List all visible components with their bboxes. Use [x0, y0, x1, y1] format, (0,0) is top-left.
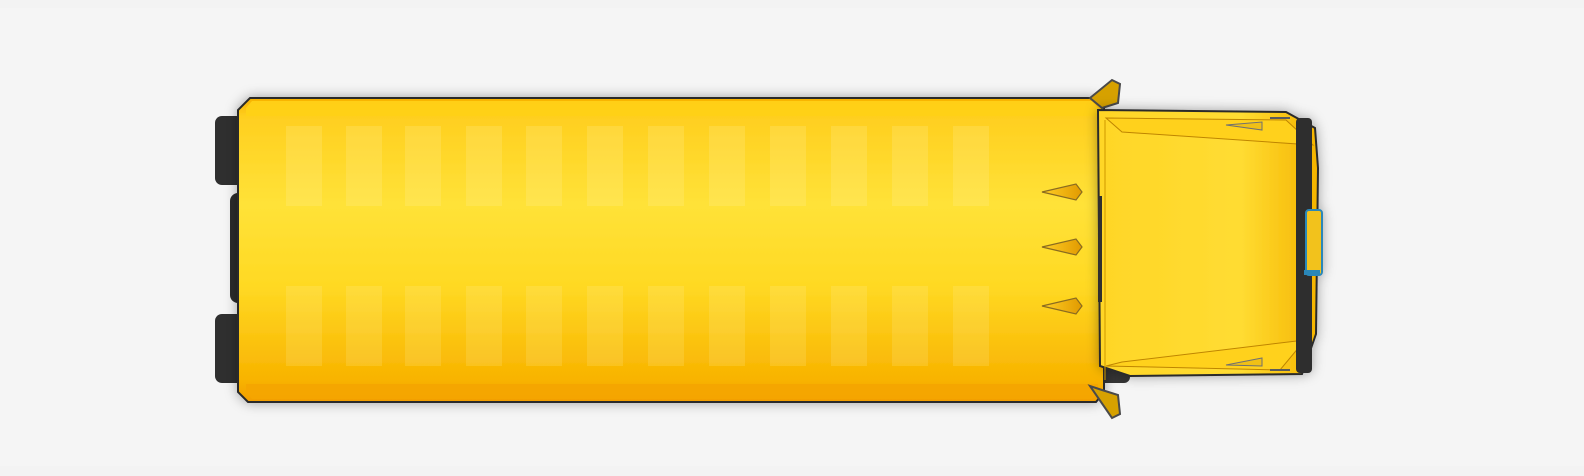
roof-light-1 [1041, 183, 1083, 201]
front-grille [1305, 209, 1323, 276]
front-bumper-dark [1296, 118, 1312, 373]
mirrors [1087, 78, 1122, 420]
detail-lines [1098, 117, 1290, 380]
roof-top-edge [246, 101, 1098, 116]
cab-shell [1096, 108, 1320, 378]
front-light-top [1225, 121, 1263, 131]
bus-body [237, 97, 1105, 403]
roof-lights [1041, 183, 1083, 315]
roof-bottom-edge [246, 384, 1098, 399]
roof-light-2 [1041, 238, 1083, 256]
front-blue-accent [1304, 270, 1320, 275]
roof-light-3 [1041, 297, 1083, 315]
roof-panel-texture [286, 126, 989, 366]
front-cab [1096, 108, 1323, 378]
mirror-top [1088, 78, 1122, 110]
mirror-bottom [1087, 384, 1122, 420]
front-light-bottom [1225, 357, 1263, 367]
